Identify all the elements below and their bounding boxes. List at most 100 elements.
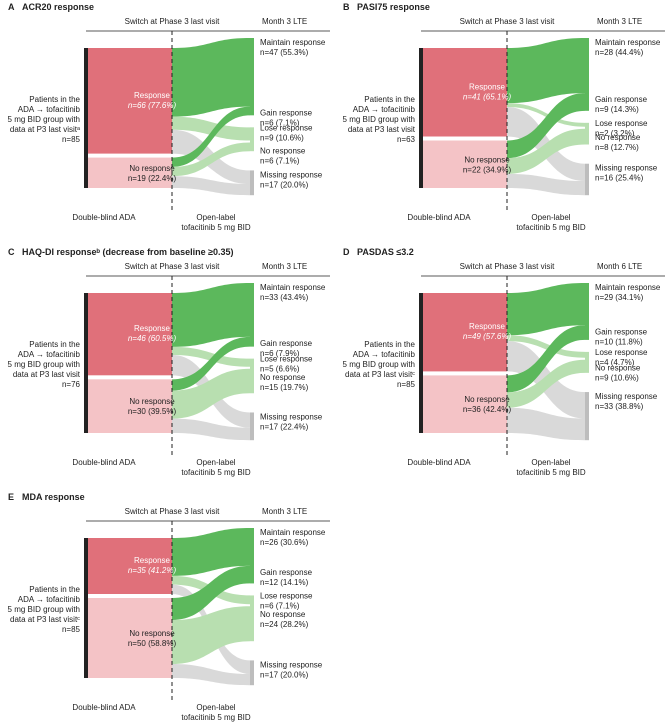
response-block — [88, 538, 172, 594]
outcome-count-2: n=2 (3.2%) — [595, 129, 635, 138]
bar-maintain-gain — [250, 38, 254, 116]
outcome-label-1: Gain response — [595, 327, 648, 336]
response-count: n=41 (65.1%) — [463, 92, 512, 101]
panel-title: ACR20 response — [22, 2, 94, 12]
bar-lose-no — [585, 351, 589, 373]
flow-maintain — [507, 38, 585, 104]
patients-line-1: ADA → tofacitinib — [353, 350, 416, 359]
footer-left: Double-blind ADA — [407, 458, 471, 467]
flow-missing-from-no-response — [172, 663, 250, 686]
outcome-count-2: n=6 (7.1%) — [260, 601, 300, 610]
patients-line-0: Patients in the — [29, 585, 80, 594]
outcome-label-4: Missing response — [595, 392, 658, 401]
bar-missing — [585, 163, 589, 196]
outcome-label-0: Maintain response — [260, 528, 326, 537]
response-count: n=66 (77.6%) — [128, 101, 177, 110]
no-response-count: n=22 (34.9%) — [463, 165, 512, 174]
outcome-count-2: n=4 (4.7%) — [595, 358, 635, 367]
outcome-label-0: Maintain response — [595, 38, 661, 47]
outcome-label-0: Maintain response — [595, 283, 661, 292]
panel-letter: B — [343, 2, 350, 12]
flow-maintain — [507, 283, 585, 336]
header-switch: Switch at Phase 3 last visit — [460, 17, 555, 26]
patients-line-0: Patients in the — [29, 340, 80, 349]
outcome-label-1: Gain response — [260, 568, 313, 577]
panel-letter: C — [8, 247, 15, 257]
panel-title: MDA response — [22, 492, 85, 502]
header-lte: Month 3 LTE — [262, 507, 307, 516]
no-response-label: No response — [129, 397, 175, 406]
outcome-count-0: n=26 (30.6%) — [260, 538, 309, 547]
outcome-label-0: Maintain response — [260, 38, 326, 47]
footer-right-line1: Open-label — [196, 703, 235, 712]
header-lte: Month 3 LTE — [262, 17, 307, 26]
flow-gain — [172, 336, 250, 391]
no-response-count: n=30 (39.5%) — [128, 407, 177, 416]
flow-no-response — [507, 128, 585, 174]
no-response-block — [88, 379, 172, 433]
no-response-count: n=19 (22.4%) — [128, 174, 177, 183]
patients-bar — [419, 48, 423, 188]
response-block — [88, 293, 172, 376]
outcome-label-3: No response — [595, 364, 641, 373]
response-label: Response — [134, 91, 171, 100]
outcome-label-2: Lose response — [260, 355, 313, 364]
flow-missing-from-no-response — [172, 176, 250, 196]
bar-lose-no — [250, 127, 254, 152]
patients-line-3: data at P3 last visit — [348, 125, 416, 134]
patients-line-4: n=63 — [397, 135, 416, 144]
footer-right-line1: Open-label — [196, 213, 235, 222]
outcome-count-1: n=6 (7.9%) — [260, 349, 300, 358]
outcome-label-4: Missing response — [595, 164, 658, 173]
patients-line-2: 5 mg BID group with — [8, 115, 80, 124]
flow-no-response — [172, 606, 250, 664]
outcome-count-0: n=29 (34.1%) — [595, 293, 644, 302]
footer-left: Double-blind ADA — [72, 458, 136, 467]
panel-a: A ACR20 response Switch at Phase 3 last vi… — [8, 2, 330, 232]
patients-bar — [84, 293, 88, 433]
flow-missing-from-no-response — [507, 173, 585, 196]
patients-line-4: n=76 — [62, 380, 81, 389]
outcome-count-0: n=28 (44.4%) — [595, 48, 644, 57]
bar-maintain-gain — [585, 283, 589, 340]
patients-line-0: Patients in the — [364, 95, 415, 104]
patients-line-1: ADA → tofacitinib — [18, 595, 81, 604]
patients-line-2: 5 mg BID group with — [8, 360, 80, 369]
outcome-count-3: n=15 (19.7%) — [260, 383, 309, 392]
outcome-count-3: n=24 (28.2%) — [260, 620, 309, 629]
outcome-label-3: No response — [260, 373, 306, 382]
footer-right-line2: tofacitinib 5 mg BID — [516, 468, 586, 477]
flow-lose — [507, 335, 585, 358]
flow-lose — [172, 116, 250, 141]
outcome-count-1: n=12 (14.1%) — [260, 578, 309, 587]
outcome-label-2: Lose response — [260, 123, 313, 132]
panel-title: PASDAS ≤3.2 — [357, 247, 414, 257]
outcome-label-3: No response — [260, 146, 306, 155]
bar-maintain-gain — [250, 528, 254, 584]
panel-letter: D — [343, 247, 350, 257]
panel-c: C HAQ-DI responseᵇ (decrease from baselin… — [8, 247, 330, 477]
no-response-block — [88, 598, 172, 678]
flow-lose — [172, 346, 250, 367]
header-switch: Switch at Phase 3 last visit — [125, 17, 220, 26]
patients-line-3: data at P3 last visit — [13, 370, 81, 379]
flow-maintain — [172, 528, 250, 576]
panel-title: PASI75 response — [357, 2, 430, 12]
footer-left: Double-blind ADA — [72, 703, 136, 712]
patients-line-0: Patients in the — [364, 340, 415, 349]
footer-right-line1: Open-label — [531, 213, 570, 222]
bar-missing — [585, 392, 589, 441]
bar-maintain-gain — [585, 38, 589, 111]
header-switch: Switch at Phase 3 last visit — [125, 507, 220, 516]
patients-line-3: data at P3 last visitᵃ — [10, 125, 81, 134]
patients-bar — [84, 48, 88, 188]
response-block — [88, 48, 172, 154]
bar-lose-no — [585, 122, 589, 145]
response-label: Response — [469, 322, 506, 331]
outcome-label-3: No response — [260, 610, 306, 619]
outcome-count-1: n=6 (7.1%) — [260, 119, 300, 128]
panel-letter: A — [8, 2, 15, 12]
no-response-label: No response — [464, 155, 510, 164]
bar-missing — [250, 412, 254, 441]
patients-line-3: data at P3 last visitᶜ — [10, 615, 80, 624]
